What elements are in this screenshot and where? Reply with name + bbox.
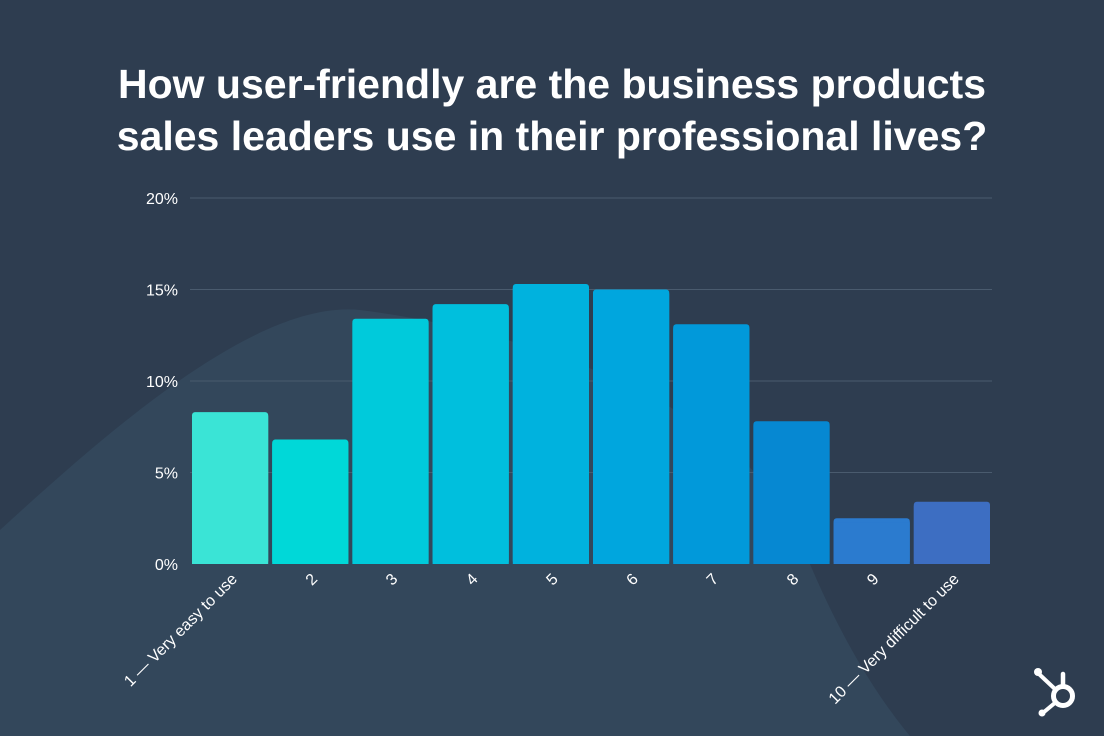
bar bbox=[272, 439, 349, 564]
bar bbox=[352, 318, 429, 564]
x-tick-label: 9 bbox=[864, 571, 882, 589]
bar bbox=[753, 421, 830, 564]
bars bbox=[192, 284, 990, 564]
y-tick-label: 20% bbox=[146, 191, 178, 208]
y-tick-label: 5% bbox=[155, 466, 178, 483]
x-tick-label: 3 bbox=[383, 571, 401, 589]
bar bbox=[593, 289, 670, 564]
x-axis-tick-labels: 1 — Very easy to use 2 3 4 5 6 7 8 910 — Very di… bbox=[121, 571, 962, 708]
chart-title: How user-friendly are the business produ… bbox=[0, 58, 1104, 162]
hubspot-sprocket-icon bbox=[1034, 668, 1075, 717]
x-tick-label: 10 — Very difficult to use bbox=[826, 571, 963, 708]
bar bbox=[833, 518, 910, 564]
bar bbox=[512, 284, 589, 564]
bar bbox=[192, 412, 269, 564]
y-axis-tick-labels: 0% 5% 10% 15% 20% bbox=[146, 191, 178, 574]
bar bbox=[913, 501, 990, 564]
grid-lines bbox=[190, 197, 992, 473]
bar bbox=[673, 324, 750, 564]
chart-title-line-2: sales leaders use in their professional … bbox=[116, 113, 988, 159]
x-tick-label: 2 bbox=[303, 571, 321, 589]
chart-title-line-1: How user-friendly are the business produ… bbox=[117, 61, 987, 107]
x-tick-label: 5 bbox=[543, 571, 561, 589]
x-tick-label: 1 — Very easy to use bbox=[121, 571, 241, 691]
y-tick-label: 10% bbox=[146, 374, 178, 391]
x-tick-label: 4 bbox=[463, 571, 481, 589]
x-tick-label: 8 bbox=[784, 571, 802, 589]
bar bbox=[432, 304, 509, 564]
y-tick-label: 0% bbox=[155, 557, 178, 574]
x-tick-label: 7 bbox=[704, 571, 722, 589]
y-tick-label: 15% bbox=[146, 283, 178, 300]
x-tick-label: 6 bbox=[624, 571, 642, 589]
